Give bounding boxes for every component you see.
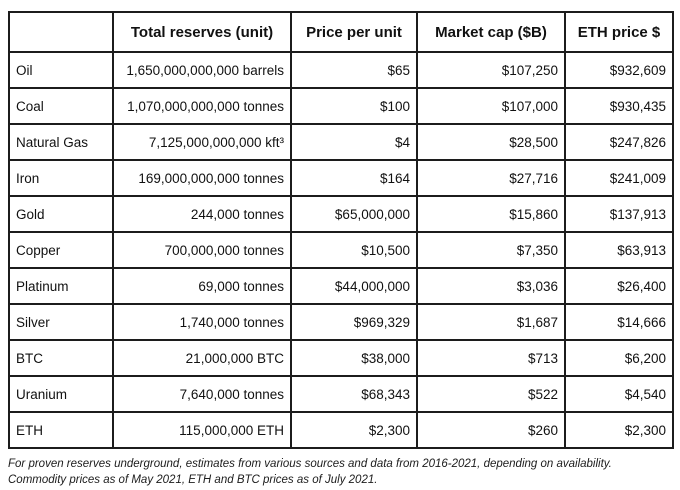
row-reserves: 7,125,000,000,000 kft³ — [112, 123, 292, 161]
row-name: Gold — [8, 195, 114, 233]
table-row: Silver 1,740,000 tonnes $969,329 $1,687 … — [8, 303, 674, 341]
row-eth-price: $6,200 — [564, 339, 674, 377]
row-price: $44,000,000 — [290, 267, 418, 305]
row-price: $969,329 — [290, 303, 418, 341]
row-eth-price: $63,913 — [564, 231, 674, 269]
table-row: Platinum 69,000 tonnes $44,000,000 $3,03… — [8, 267, 674, 305]
row-market-cap: $107,250 — [416, 51, 566, 89]
row-market-cap: $28,500 — [416, 123, 566, 161]
row-name: Platinum — [8, 267, 114, 305]
row-reserves: 69,000 tonnes — [112, 267, 292, 305]
row-market-cap: $260 — [416, 411, 566, 449]
header-corner — [8, 11, 114, 53]
row-eth-price: $247,826 — [564, 123, 674, 161]
row-eth-price: $930,435 — [564, 87, 674, 125]
row-reserves: 7,640,000 tonnes — [112, 375, 292, 413]
row-name: Silver — [8, 303, 114, 341]
row-name: Oil — [8, 51, 114, 89]
row-reserves: 115,000,000 ETH — [112, 411, 292, 449]
row-price: $4 — [290, 123, 418, 161]
row-eth-price: $4,540 — [564, 375, 674, 413]
row-reserves: 244,000 tonnes — [112, 195, 292, 233]
table-row: Natural Gas 7,125,000,000,000 kft³ $4 $2… — [8, 123, 674, 161]
header-price: Price per unit — [290, 11, 418, 53]
row-market-cap: $713 — [416, 339, 566, 377]
row-reserves: 21,000,000 BTC — [112, 339, 292, 377]
row-name: Copper — [8, 231, 114, 269]
table-row: Gold 244,000 tonnes $65,000,000 $15,860 … — [8, 195, 674, 233]
row-market-cap: $107,000 — [416, 87, 566, 125]
footnote: For proven reserves underground, estimat… — [8, 458, 612, 486]
row-price: $38,000 — [290, 339, 418, 377]
row-eth-price: $241,009 — [564, 159, 674, 197]
table-row: Oil 1,650,000,000,000 barrels $65 $107,2… — [8, 51, 674, 89]
row-eth-price: $932,609 — [564, 51, 674, 89]
row-eth-price: $2,300 — [564, 411, 674, 449]
table-row: Copper 700,000,000 tonnes $10,500 $7,350… — [8, 231, 674, 269]
row-name: Uranium — [8, 375, 114, 413]
table-row: Uranium 7,640,000 tonnes $68,343 $522 $4… — [8, 375, 674, 413]
row-eth-price: $137,913 — [564, 195, 674, 233]
row-price: $68,343 — [290, 375, 418, 413]
row-name: Natural Gas — [8, 123, 114, 161]
row-market-cap: $3,036 — [416, 267, 566, 305]
row-reserves: 169,000,000,000 tonnes — [112, 159, 292, 197]
row-name: ETH — [8, 411, 114, 449]
row-name: Iron — [8, 159, 114, 197]
row-reserves: 1,740,000 tonnes — [112, 303, 292, 341]
row-eth-price: $14,666 — [564, 303, 674, 341]
row-price: $164 — [290, 159, 418, 197]
row-market-cap: $27,716 — [416, 159, 566, 197]
header-market-cap: Market cap ($B) — [416, 11, 566, 53]
table-row: Coal 1,070,000,000,000 tonnes $100 $107,… — [8, 87, 674, 125]
reserves-table: Total reserves (unit) Price per unit Mar… — [8, 11, 674, 449]
row-price: $2,300 — [290, 411, 418, 449]
table-row: Iron 169,000,000,000 tonnes $164 $27,716… — [8, 159, 674, 197]
row-market-cap: $522 — [416, 375, 566, 413]
row-market-cap: $15,860 — [416, 195, 566, 233]
row-eth-price: $26,400 — [564, 267, 674, 305]
row-price: $65,000,000 — [290, 195, 418, 233]
row-reserves: 1,070,000,000,000 tonnes — [112, 87, 292, 125]
row-price: $100 — [290, 87, 418, 125]
table-header-row: Total reserves (unit) Price per unit Mar… — [8, 11, 674, 53]
header-reserves: Total reserves (unit) — [112, 11, 292, 53]
row-reserves: 700,000,000 tonnes — [112, 231, 292, 269]
row-price: $10,500 — [290, 231, 418, 269]
header-eth-price: ETH price $ — [564, 11, 674, 53]
row-name: BTC — [8, 339, 114, 377]
row-name: Coal — [8, 87, 114, 125]
row-reserves: 1,650,000,000,000 barrels — [112, 51, 292, 89]
row-price: $65 — [290, 51, 418, 89]
row-market-cap: $1,687 — [416, 303, 566, 341]
row-market-cap: $7,350 — [416, 231, 566, 269]
table-row: ETH 115,000,000 ETH $2,300 $260 $2,300 — [8, 411, 674, 449]
table-row: BTC 21,000,000 BTC $38,000 $713 $6,200 — [8, 339, 674, 377]
